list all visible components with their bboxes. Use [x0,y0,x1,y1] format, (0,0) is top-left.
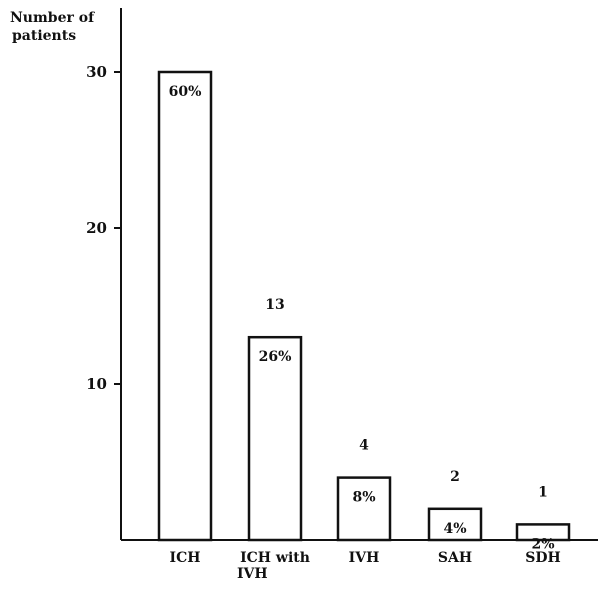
x-category-label: ICH [170,550,201,566]
bar-count-label: 1 [538,484,548,500]
bar [515,523,571,542]
bar-labels: 60% 26% 13 8% 4 4% 2 2% 1 [169,84,555,552]
x-category-label: ICH with [240,550,310,566]
bar-count-label: 2 [450,469,460,485]
bar [427,507,483,542]
bar-percent-label: 4% [443,521,466,537]
bar-percent-label: 2% [531,536,554,552]
y-axis-label-line-2: patients [12,28,76,44]
y-tick-label: 20 [86,219,107,237]
x-category-label: IVH [237,566,268,582]
bar-count-label: 4 [359,438,369,454]
bar-percent-label: 8% [352,490,375,506]
y-tick-label: 30 [86,63,107,81]
bar [157,70,213,542]
bar-percent-label: 60% [169,84,202,100]
bar-percent-label: 26% [259,349,292,365]
x-category-label: IVH [349,550,380,566]
bars [157,70,571,542]
y-axis-label-line-1: Number of [10,10,95,26]
y-ticks: 10 20 30 [86,63,121,393]
x-category-label: SDH [525,550,560,566]
x-category-label: SAH [438,550,472,566]
y-tick-label: 10 [86,375,107,393]
bar-count-label: 13 [265,297,284,313]
bar [247,335,303,542]
bar [336,476,392,542]
